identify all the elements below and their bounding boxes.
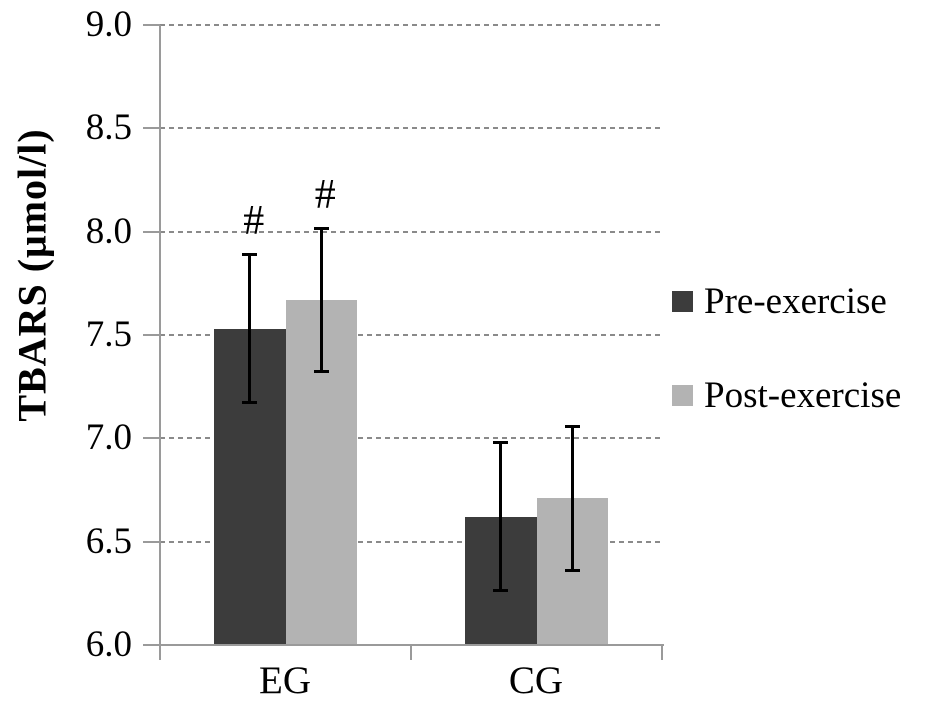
legend-item-pre-exercise: Pre-exercise bbox=[672, 280, 887, 323]
y-tick-label: 8.0 bbox=[85, 210, 132, 252]
y-axis-tick bbox=[143, 437, 160, 440]
legend-label-pre-exercise: Pre-exercise bbox=[704, 281, 887, 322]
error-bar-cg-post-exercise bbox=[570, 425, 574, 571]
y-tick-label: 9.0 bbox=[85, 4, 132, 45]
error-bar-eg-pre-exercise bbox=[248, 254, 252, 404]
y-axis-tick bbox=[143, 127, 160, 130]
y-axis-tick bbox=[143, 540, 160, 543]
y-tick-label: 7.0 bbox=[85, 417, 132, 459]
error-cap-top bbox=[564, 424, 580, 428]
y-axis-tick bbox=[143, 644, 160, 646]
y-tick-label: 6.5 bbox=[85, 520, 132, 562]
y-axis-tick bbox=[143, 230, 160, 233]
error-cap-top bbox=[493, 441, 509, 445]
legend-swatch-post-exercise bbox=[672, 385, 693, 406]
x-category-label-cg: CG bbox=[508, 659, 564, 702]
error-cap-bottom bbox=[242, 401, 258, 405]
legend-swatch-pre-exercise bbox=[672, 291, 693, 312]
y-axis-tick bbox=[143, 24, 160, 26]
y-axis-line bbox=[159, 25, 161, 660]
x-category-label-eg: EG bbox=[259, 659, 311, 702]
error-bar-eg-post-exercise bbox=[319, 227, 323, 373]
y-tick-label: 8.5 bbox=[85, 107, 132, 149]
gridline bbox=[160, 334, 664, 336]
x-axis-tick bbox=[159, 645, 161, 660]
gridline bbox=[160, 230, 664, 233]
legend-label-post-exercise: Post-exercise bbox=[704, 375, 902, 416]
legend-item-post-exercise: Post-exercise bbox=[672, 374, 901, 417]
significance-marker: # bbox=[314, 171, 336, 218]
gridline bbox=[160, 437, 664, 440]
y-axis-tick bbox=[143, 334, 160, 336]
error-cap-top bbox=[313, 226, 329, 230]
plot-area: # # bbox=[160, 24, 664, 645]
y-tick-label: 6.0 bbox=[85, 624, 132, 665]
y-axis-title: TBARS (μmol/l) bbox=[9, 128, 55, 422]
gridline bbox=[160, 540, 664, 543]
gridline bbox=[160, 127, 664, 130]
y-tick-label: 7.5 bbox=[85, 314, 132, 355]
gridline bbox=[160, 24, 664, 26]
error-cap-bottom bbox=[493, 589, 509, 593]
error-bar-cg-pre-exercise bbox=[499, 442, 503, 592]
x-axis-tick bbox=[410, 645, 412, 660]
significance-marker: # bbox=[243, 198, 265, 245]
error-cap-top bbox=[242, 253, 258, 257]
error-cap-bottom bbox=[313, 370, 329, 374]
error-cap-bottom bbox=[564, 568, 580, 572]
x-axis-tick bbox=[661, 645, 663, 660]
